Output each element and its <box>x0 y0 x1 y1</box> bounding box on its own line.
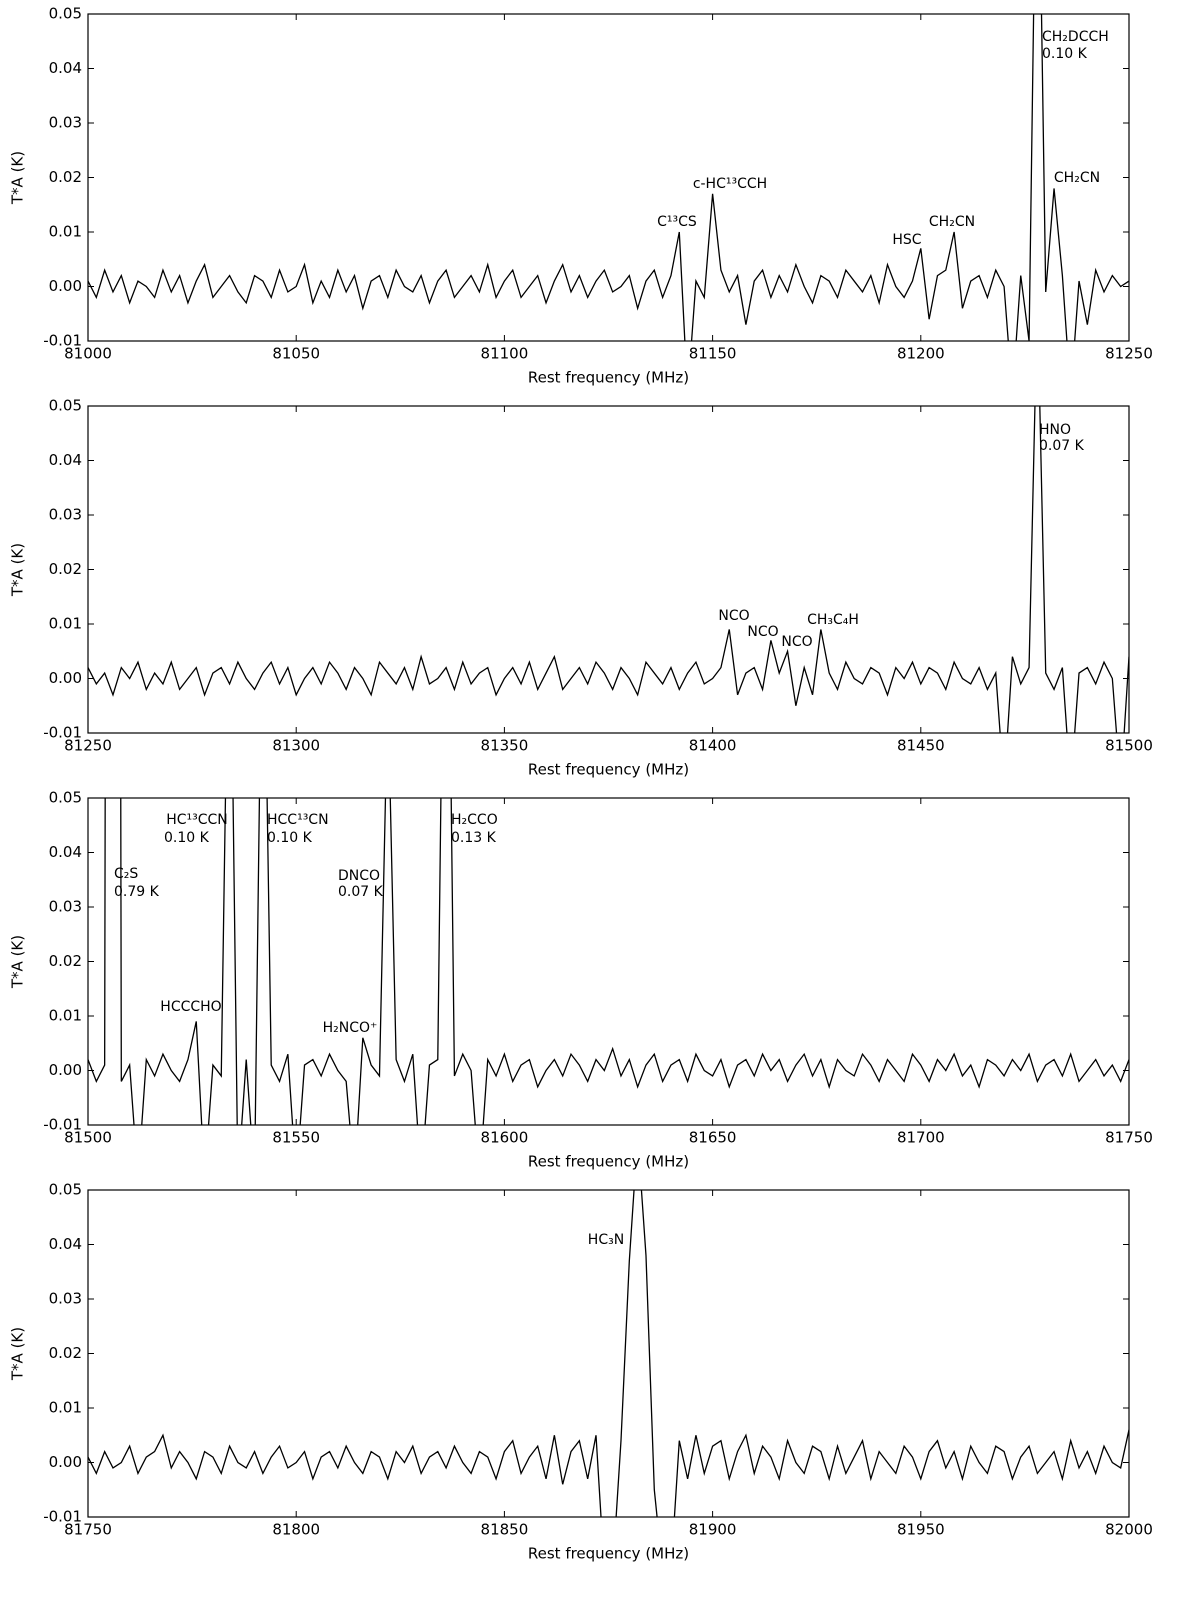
line-annotation: HSC <box>892 232 921 248</box>
spectrum-line <box>88 1190 1129 1517</box>
x-tick-label: 81950 <box>897 1521 945 1539</box>
line-annotation: 0.10 K <box>1042 46 1088 62</box>
x-tick-label: 81400 <box>689 737 737 755</box>
y-tick-label: 0.00 <box>49 1061 82 1079</box>
y-tick-label: 0.01 <box>49 223 82 241</box>
line-annotation: NCO <box>781 634 812 650</box>
y-tick-label: 0.00 <box>49 1453 82 1471</box>
x-tick-label: 81150 <box>689 345 737 363</box>
line-annotation: C₂S <box>114 866 138 882</box>
y-tick-label: -0.01 <box>43 724 82 742</box>
x-tick-label: 81850 <box>481 1521 529 1539</box>
line-annotation: c-HC¹³CCH <box>693 176 767 192</box>
x-axis-label: Rest frequency (MHz) <box>528 1153 689 1171</box>
x-tick-label: 81550 <box>272 1129 320 1147</box>
x-tick-label: 81650 <box>689 1129 737 1147</box>
x-tick-label: 81750 <box>64 1521 112 1539</box>
line-annotation: 0.07 K <box>1039 438 1085 454</box>
x-tick-label: 81500 <box>1105 737 1153 755</box>
y-tick-label: 0.02 <box>49 560 82 578</box>
line-annotation: HC₃N <box>588 1232 624 1248</box>
x-axis-label: Rest frequency (MHz) <box>528 761 689 779</box>
line-annotation: HCC¹³CN <box>267 812 329 828</box>
y-tick-label: 0.00 <box>49 277 82 295</box>
y-tick-label: 0.01 <box>49 1007 82 1025</box>
y-axis-label: T*A (K) <box>9 151 27 205</box>
y-tick-label: 0.00 <box>49 669 82 687</box>
x-tick-label: 81000 <box>64 345 112 363</box>
x-tick-label: 82000 <box>1105 1521 1153 1539</box>
y-tick-label: -0.01 <box>43 332 82 350</box>
y-tick-label: 0.01 <box>49 1399 82 1417</box>
y-tick-label: 0.02 <box>49 1344 82 1362</box>
y-tick-label: 0.05 <box>49 1181 82 1199</box>
y-tick-label: -0.01 <box>43 1116 82 1134</box>
spectrum-line <box>88 14 1129 341</box>
x-tick-label: 81800 <box>272 1521 320 1539</box>
line-annotation: NCO <box>747 624 778 640</box>
x-tick-label: 81100 <box>481 345 529 363</box>
y-axis-label: T*A (K) <box>9 1327 27 1381</box>
x-axis-label: Rest frequency (MHz) <box>528 369 689 387</box>
y-tick-label: 0.04 <box>49 59 82 77</box>
spectrum-line <box>88 406 1129 733</box>
panel: -0.01 0.00 0.01 0.02 0.03 0.04 0.05 81750 81800 8… <box>9 1181 1153 1563</box>
y-tick-label: 0.03 <box>49 898 82 916</box>
x-tick-label: 81450 <box>897 737 945 755</box>
panel: -0.01 0.00 0.01 0.02 0.03 0.04 0.05 81250 81300 8… <box>9 397 1153 779</box>
spectrum-line <box>88 798 1129 1125</box>
line-annotation: NCO <box>718 608 749 624</box>
line-annotation: 0.07 K <box>338 884 384 900</box>
x-tick-label: 81700 <box>897 1129 945 1147</box>
x-tick-label: 81300 <box>272 737 320 755</box>
panel: -0.01 0.00 0.01 0.02 0.03 0.04 0.05 81000 81050 8… <box>9 5 1153 387</box>
x-tick-label: 81750 <box>1105 1129 1153 1147</box>
x-tick-label: 81050 <box>272 345 320 363</box>
line-annotation: HCCCHO <box>160 999 221 1015</box>
line-annotation: HNO <box>1039 422 1071 438</box>
line-annotation: 0.10 K <box>267 830 313 846</box>
plot-frame <box>87 797 1130 1126</box>
line-annotation: 0.13 K <box>451 830 497 846</box>
y-tick-label: 0.03 <box>49 506 82 524</box>
y-tick-label: -0.01 <box>43 1508 82 1526</box>
line-annotation: H₂NCO⁺ <box>323 1020 378 1036</box>
x-tick-label: 81350 <box>481 737 529 755</box>
plot-frame <box>87 405 1130 734</box>
line-annotation: 0.10 K <box>164 830 210 846</box>
line-annotation: CH₂CN <box>1054 170 1100 186</box>
x-tick-label: 81200 <box>897 345 945 363</box>
line-annotation: HC¹³CCN <box>166 812 228 828</box>
y-tick-label: 0.02 <box>49 952 82 970</box>
x-tick-label: 81250 <box>64 737 112 755</box>
y-tick-label: 0.05 <box>49 789 82 807</box>
y-tick-label: 0.05 <box>49 5 82 23</box>
y-tick-label: 0.03 <box>49 1290 82 1308</box>
line-annotation: DNCO <box>338 868 380 884</box>
y-tick-label: 0.01 <box>49 615 82 633</box>
plot-frame <box>87 13 1130 342</box>
y-tick-label: 0.04 <box>49 843 82 861</box>
line-annotation: CH₂DCCH <box>1042 29 1109 45</box>
y-tick-label: 0.04 <box>49 1235 82 1253</box>
line-annotation: CH₂CN <box>929 214 975 230</box>
y-axis-label: T*A (K) <box>9 543 27 597</box>
y-tick-label: 0.05 <box>49 397 82 415</box>
line-annotation: H₂CCO <box>451 812 498 828</box>
x-axis-label: Rest frequency (MHz) <box>528 1545 689 1563</box>
x-tick-label: 81600 <box>481 1129 529 1147</box>
y-tick-label: 0.03 <box>49 114 82 132</box>
line-annotation: 0.79 K <box>114 884 160 900</box>
panel: -0.01 0.00 0.01 0.02 0.03 0.04 0.05 81500 81550 8… <box>9 789 1153 1171</box>
x-tick-label: 81500 <box>64 1129 112 1147</box>
x-tick-label: 81900 <box>689 1521 737 1539</box>
line-annotation: C¹³CS <box>657 214 697 230</box>
line-annotation: CH₃C₄H <box>807 612 859 628</box>
y-tick-label: 0.04 <box>49 451 82 469</box>
y-axis-label: T*A (K) <box>9 935 27 989</box>
y-tick-label: 0.02 <box>49 168 82 186</box>
x-tick-label: 81250 <box>1105 345 1153 363</box>
